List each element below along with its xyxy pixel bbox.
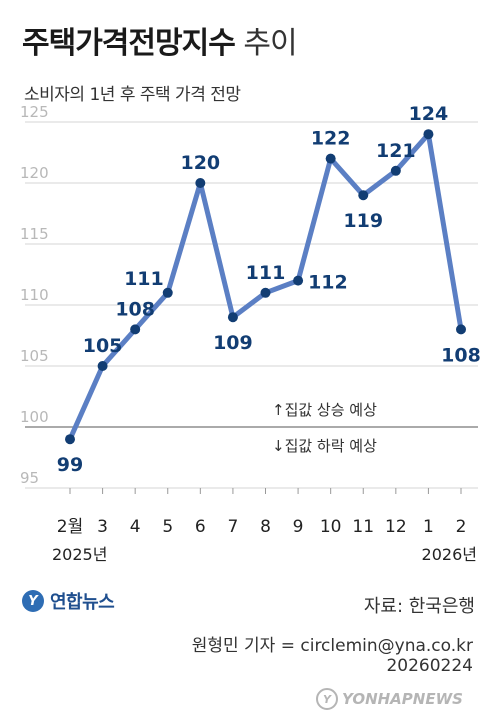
- annotation-down: ↓집값 하락 예상: [272, 437, 377, 455]
- y-tick-label: 120: [20, 164, 49, 182]
- x-tick-label: 12: [385, 517, 407, 537]
- y-tick-label: 125: [20, 103, 49, 121]
- data-label: 120: [180, 152, 220, 174]
- year-label: 2025년: [52, 545, 107, 564]
- data-point: [65, 434, 75, 445]
- y-tick-label: 115: [20, 225, 49, 243]
- data-label: 108: [441, 344, 481, 366]
- credit-date: 20260224: [386, 656, 473, 676]
- data-label: 122: [311, 128, 351, 150]
- y-tick-label: 95: [20, 469, 39, 487]
- y-tick-label: 105: [20, 347, 49, 365]
- y-tick-label: 110: [20, 286, 49, 304]
- data-point: [227, 312, 238, 323]
- data-label: 111: [124, 268, 164, 290]
- data-point: [97, 361, 108, 371]
- x-tick-label: 11: [352, 517, 374, 537]
- credit-reporter: 원형민 기자 = circlemin@yna.co.kr: [191, 636, 473, 656]
- x-tick-label: 2: [456, 517, 467, 537]
- watermark: Y YONHAPNEWS: [316, 688, 463, 710]
- data-label: 108: [115, 298, 155, 320]
- data-label: 119: [343, 210, 383, 232]
- y-tick-label: 100: [20, 408, 49, 426]
- data-label: 124: [409, 103, 449, 125]
- x-tick-label: 5: [162, 517, 173, 537]
- watermark-icon: Y: [316, 688, 338, 710]
- x-tick-label: 9: [293, 517, 304, 537]
- data-point: [456, 324, 466, 335]
- data-point: [260, 287, 271, 298]
- chart-title: 주택가격전망지수 추이: [22, 18, 298, 62]
- data-point: [325, 153, 336, 164]
- data-label: 105: [83, 335, 123, 357]
- logo-text: 연합뉴스: [50, 592, 115, 613]
- x-tick-label: 7: [228, 517, 239, 537]
- x-tick-label: 4: [130, 517, 141, 537]
- x-tick-label: 3: [97, 517, 108, 537]
- data-label: 109: [213, 332, 253, 354]
- data-point: [358, 190, 369, 201]
- title-main: 주택가격전망지수: [22, 26, 236, 61]
- x-tick-label: 6: [195, 517, 206, 537]
- data-point: [423, 129, 434, 140]
- yonhap-logo: Y 연합뉴스: [22, 588, 115, 614]
- data-point: [162, 287, 173, 298]
- data-label: 99: [57, 454, 83, 476]
- x-tick-label: 10: [320, 517, 342, 537]
- data-point: [293, 275, 304, 286]
- x-tick-label: 1: [423, 517, 434, 537]
- data-point: [390, 165, 401, 176]
- x-tick-label: 8: [260, 517, 271, 537]
- x-tick-label: 2월: [57, 517, 83, 537]
- title-suffix: 추이: [243, 26, 297, 61]
- data-label: 121: [376, 140, 416, 162]
- chart-subtitle: 소비자의 1년 후 주택 가격 전망: [24, 85, 241, 105]
- yonhap-logo-icon: Y: [22, 590, 44, 612]
- data-label: 111: [246, 262, 286, 284]
- source-note: 자료: 한국은행: [363, 596, 475, 617]
- annotation-up: ↑집값 상승 예상: [272, 401, 377, 419]
- year-label: 2026년: [422, 545, 477, 564]
- data-point: [195, 178, 206, 188]
- credit: 원형민 기자 = circlemin@yna.co.kr 20260224: [192, 636, 473, 676]
- data-label: 112: [308, 272, 348, 294]
- watermark-text: YONHAPNEWS: [342, 690, 463, 708]
- data-point: [130, 324, 141, 335]
